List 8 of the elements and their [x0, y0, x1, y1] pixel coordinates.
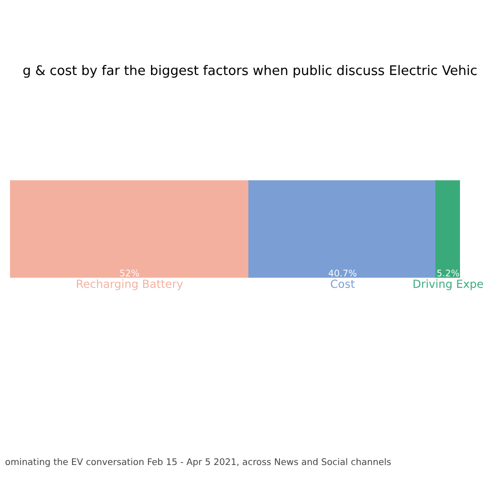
chart-title: g & cost by far the biggest factors when public discuss Electric Vehic: [23, 64, 477, 78]
series-label: Driving Expe: [414, 279, 483, 290]
series-label: Cost: [330, 280, 355, 288]
data-label: 40.7%: [328, 270, 356, 276]
text: ominating the EV conversation Feb 15 - Apr 5 2021, across News and Social channels: [6, 458, 391, 467]
series-label: Recharging Battery: [76, 279, 183, 290]
data-label: 5.2%: [437, 270, 460, 276]
data-label: 52%: [120, 270, 140, 276]
